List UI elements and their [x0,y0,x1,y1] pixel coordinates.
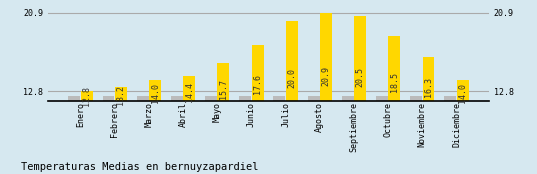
Text: 18.5: 18.5 [390,72,399,92]
Text: 20.5: 20.5 [355,67,365,87]
Text: 20.0: 20.0 [287,68,296,88]
Bar [251,45,264,174]
Text: 16.3: 16.3 [424,77,433,97]
Bar [354,17,366,174]
Bar [137,96,149,174]
Bar [183,76,195,174]
Text: 15.7: 15.7 [219,78,228,98]
Text: 14.0: 14.0 [150,83,159,103]
Bar [423,57,434,174]
Bar [445,96,456,174]
Bar [286,21,297,174]
Bar [273,96,286,174]
Bar [456,80,469,174]
Bar [81,91,92,174]
Text: 14.0: 14.0 [458,83,467,103]
Text: 17.6: 17.6 [253,74,262,94]
Bar [149,80,161,174]
Text: 13.2: 13.2 [117,85,125,105]
Bar [376,96,388,174]
Bar [410,96,422,174]
Text: 14.4: 14.4 [185,82,194,102]
Bar [68,96,81,174]
Bar [320,13,332,174]
Bar [103,96,114,174]
Bar [171,96,183,174]
Bar [308,96,320,174]
Text: 12.8: 12.8 [82,86,91,106]
Bar [388,36,400,174]
Bar [217,63,229,174]
Text: 20.9: 20.9 [322,66,330,86]
Text: Temperaturas Medias en bernuyzapardiel: Temperaturas Medias en bernuyzapardiel [21,162,259,172]
Bar [115,87,127,174]
Bar [240,96,251,174]
Bar [205,96,217,174]
Bar [342,96,354,174]
